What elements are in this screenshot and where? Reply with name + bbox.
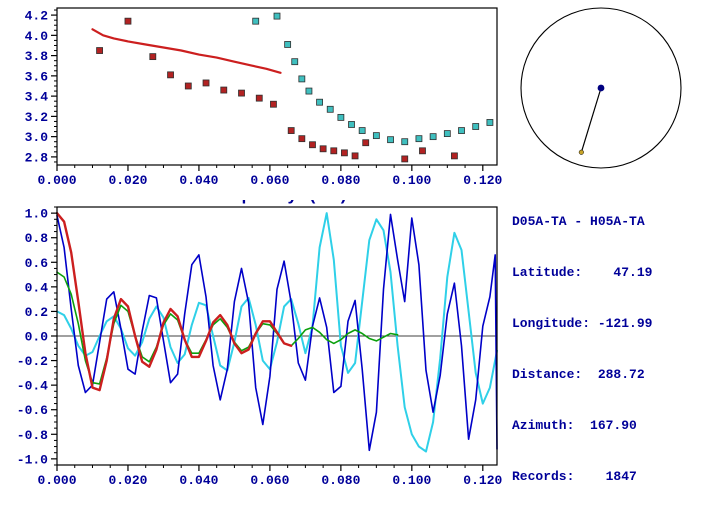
svg-text:0.040: 0.040 — [179, 473, 218, 488]
svg-text:-0.6: -0.6 — [17, 403, 48, 418]
svg-text:0.120: 0.120 — [463, 173, 502, 188]
svg-text:4.0: 4.0 — [25, 29, 49, 44]
distance-line: Distance: 288.72 — [512, 367, 645, 382]
svg-text:0.100: 0.100 — [392, 173, 431, 188]
station-pair-title: D05A-TA - H05A-TA — [512, 214, 645, 229]
latitude-line: Latitude: 47.19 — [512, 265, 653, 280]
svg-text:0.040: 0.040 — [179, 173, 218, 188]
svg-text:4.2: 4.2 — [25, 9, 49, 24]
svg-text:3.2: 3.2 — [25, 110, 49, 125]
phase-velocity-dispersion-chart[interactable]: 0.000 0.020 0.040 0.060 0.080 0.100 0.120 2.8 3.… — [0, 0, 520, 200]
station-info-panel: D05A-TA - H05A-TA Latitude: 47.19 Longit… — [512, 179, 652, 519]
svg-text:3.4: 3.4 — [25, 90, 49, 105]
svg-text:-0.2: -0.2 — [17, 354, 48, 369]
svg-text:0.000: 0.000 — [37, 473, 76, 488]
svg-text:3.0: 3.0 — [25, 130, 49, 145]
svg-text:0.8: 0.8 — [25, 231, 49, 246]
svg-text:0.060: 0.060 — [250, 473, 289, 488]
svg-text:0.080: 0.080 — [321, 173, 360, 188]
cross-spectrum-waveform-chart[interactable]: 0.000 0.020 0.040 0.060 0.080 0.100 0.120 -1.0 -… — [0, 200, 520, 519]
azimuth-dial — [520, 7, 682, 169]
svg-text:0.020: 0.020 — [108, 473, 147, 488]
svg-text:3.6: 3.6 — [25, 69, 49, 84]
svg-text:0.060: 0.060 — [250, 173, 289, 188]
svg-text:0.100: 0.100 — [392, 473, 431, 488]
svg-text:0.6: 0.6 — [25, 256, 49, 271]
svg-text:-0.4: -0.4 — [17, 379, 48, 394]
svg-text:3.8: 3.8 — [25, 49, 49, 64]
svg-text:0.2: 0.2 — [25, 305, 49, 320]
svg-text:0.120: 0.120 — [463, 473, 502, 488]
records-line: Records: 1847 — [512, 469, 637, 484]
azimuth-line: Azimuth: 167.90 — [512, 418, 637, 433]
svg-text:0.080: 0.080 — [321, 473, 360, 488]
svg-text:-0.8: -0.8 — [17, 428, 48, 443]
svg-text:frequency (Hz): frequency (Hz) — [206, 200, 349, 206]
svg-text:1.0: 1.0 — [25, 207, 49, 222]
svg-text:0.000: 0.000 — [37, 173, 76, 188]
svg-text:-1.0: -1.0 — [17, 452, 48, 467]
longitude-line: Longitude: -121.99 — [512, 316, 653, 331]
svg-text:0.020: 0.020 — [108, 173, 147, 188]
svg-text:0.0: 0.0 — [25, 330, 49, 345]
svg-text:0.4: 0.4 — [25, 280, 49, 295]
svg-text:2.8: 2.8 — [25, 150, 49, 165]
